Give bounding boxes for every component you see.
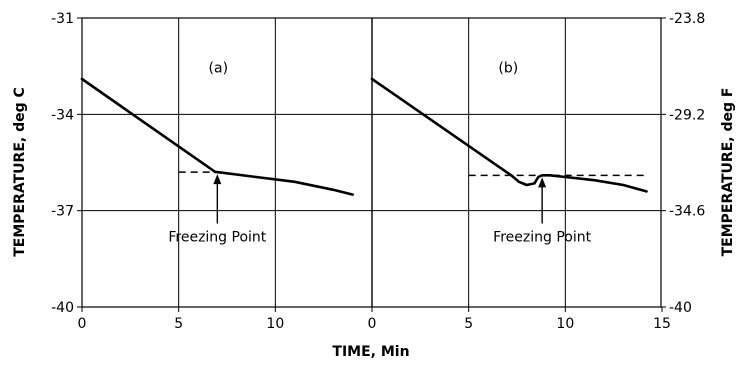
freezing-point-annotation: Freezing Point	[493, 230, 591, 246]
y-tick-label-left: -37	[51, 204, 74, 220]
y-tick-label-right: -23.8	[669, 11, 705, 27]
x-tick-label: 15	[653, 316, 671, 332]
y-tick-label-left: -34	[51, 107, 74, 123]
cooling-curve-line	[80, 77, 355, 196]
freezing-point-arrow-head	[213, 174, 222, 185]
x-tick-label: 0	[368, 316, 377, 332]
freezing-point-arrow-head	[538, 177, 547, 188]
panel-label: (b)	[498, 61, 518, 77]
cooling-curve-line	[370, 77, 648, 193]
y-axis-title-right: TEMPERATURE, deg F	[720, 88, 736, 257]
x-tick-label: 5	[174, 316, 183, 332]
x-tick-label: 5	[464, 316, 473, 332]
y-tick-label-right: -40	[669, 300, 692, 316]
y-tick-label-right: -29.2	[669, 107, 705, 123]
x-tick-label: 0	[78, 316, 87, 332]
y-axis-title-left: TEMPERATURE, deg C	[12, 87, 28, 257]
y-tick-label-left: -31	[51, 11, 74, 27]
panel-label: (a)	[209, 61, 229, 77]
y-tick-label-right: -34.6	[669, 204, 705, 220]
x-tick-label: 10	[556, 316, 574, 332]
x-axis-title: TIME, Min	[332, 344, 409, 360]
x-tick-label: 10	[266, 316, 284, 332]
freezing-point-annotation: Freezing Point	[168, 230, 266, 246]
y-tick-label-left: -40	[51, 300, 74, 316]
